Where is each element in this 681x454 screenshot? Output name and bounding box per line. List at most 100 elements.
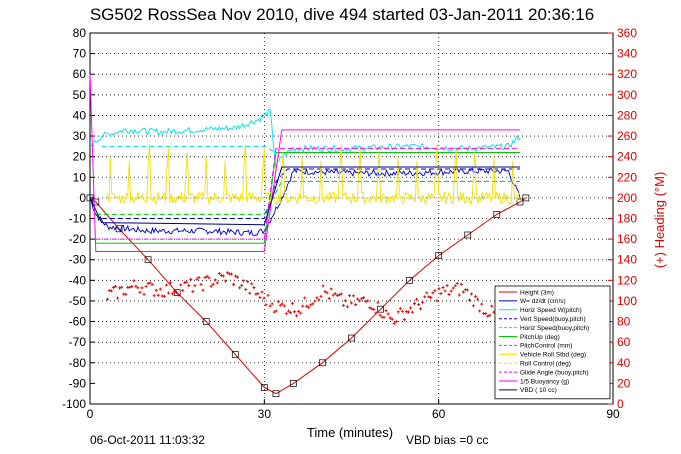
heading-point	[223, 279, 227, 283]
heading-point	[398, 307, 402, 311]
heading-point	[138, 290, 142, 294]
heading-point	[317, 298, 321, 302]
heading-point	[465, 288, 469, 292]
heading-point	[406, 310, 410, 314]
right-tick-label: 140	[617, 253, 637, 267]
heading-point	[350, 301, 353, 305]
right-tick-label: 220	[617, 170, 637, 184]
heading-point	[179, 283, 183, 287]
heading-point	[362, 296, 366, 300]
heading-point	[335, 294, 339, 298]
heading-point	[288, 311, 292, 315]
legend-box	[494, 285, 611, 400]
heading-point	[345, 305, 349, 309]
heading-point	[201, 288, 205, 292]
heading-point	[311, 302, 315, 306]
y-tick-label: 40	[73, 108, 87, 122]
heading-point	[384, 309, 388, 313]
heading-point	[476, 297, 480, 301]
heading-point	[374, 311, 378, 315]
y-tick-label: 50	[73, 88, 87, 102]
heading-point	[120, 285, 124, 289]
height-marker	[144, 256, 152, 264]
legend: Height (3m) W= dz/dt (cm/s) Horiz Speed W(…	[494, 285, 611, 400]
right-tick-label: 60	[617, 335, 631, 349]
y-tick-label: -20	[69, 232, 87, 246]
heading-point	[356, 297, 360, 301]
heading-point	[134, 284, 138, 288]
series-line	[101, 168, 520, 219]
heading-point	[112, 286, 116, 290]
heading-point	[276, 300, 280, 304]
heading-point	[437, 287, 441, 291]
heading-point	[238, 286, 242, 290]
heading-point	[140, 286, 144, 290]
height-marker	[319, 359, 326, 367]
heading-point	[307, 305, 311, 309]
height-marker	[202, 318, 210, 325]
heading-point	[301, 304, 305, 308]
heading-point	[148, 281, 152, 285]
heading-point	[325, 291, 329, 295]
heading-point	[490, 304, 494, 308]
heading-point	[370, 307, 374, 311]
heading-point	[299, 311, 303, 315]
series-line	[106, 144, 521, 206]
heading-point	[189, 277, 193, 281]
heading-point	[197, 275, 201, 279]
heading-point	[177, 293, 181, 297]
heading-point	[343, 299, 347, 303]
heading-point	[457, 293, 461, 297]
heading-point	[164, 283, 168, 287]
legend-entry: Vert Speed(buoy,pitch)	[520, 316, 586, 323]
heading-point	[443, 289, 447, 293]
height-marker	[231, 351, 239, 358]
series-line	[89, 74, 520, 252]
heading-point	[244, 288, 248, 292]
heading-point	[173, 289, 177, 293]
heading-point	[168, 281, 172, 285]
heading-point	[372, 307, 376, 311]
heading-point	[284, 312, 288, 316]
series-0	[86, 194, 530, 398]
heading-point	[232, 282, 236, 286]
heading-point	[472, 304, 476, 308]
heading-point	[118, 286, 122, 290]
height-marker	[493, 211, 501, 218]
heading-point	[150, 283, 154, 287]
heading-point	[347, 294, 351, 298]
heading-point	[453, 284, 457, 288]
heading-point	[341, 303, 345, 307]
heading-point	[154, 288, 158, 292]
heading-point	[309, 303, 313, 307]
heading-point	[480, 302, 484, 306]
heading-point	[260, 290, 264, 294]
right-y-axis: 3603403203002802602402202001801601401201…	[608, 26, 637, 411]
right-tick-label: 120	[617, 273, 637, 287]
right-tick-label: 200	[617, 191, 637, 205]
series-line	[89, 197, 527, 395]
right-tick-label: 300	[617, 88, 637, 102]
heading-point	[221, 274, 225, 278]
heading-point	[439, 292, 443, 296]
series-2	[89, 109, 521, 168]
footer-timestamp: 06-Oct-2011 11:03:32	[90, 433, 205, 447]
heading-point	[252, 286, 256, 290]
heading-point	[282, 304, 286, 308]
heading-point	[250, 282, 254, 286]
legend-entry: VBD ( 10 cc)	[520, 387, 557, 394]
heading-point	[274, 309, 278, 313]
heading-point	[114, 284, 118, 288]
series-1	[89, 167, 521, 236]
heading-point	[451, 286, 455, 290]
heading-point	[331, 293, 335, 297]
heading-point	[278, 303, 282, 307]
heading-point	[191, 289, 195, 293]
y-tick-label: 20	[73, 150, 87, 164]
heading-point	[329, 287, 333, 291]
heading-point	[136, 286, 140, 290]
heading-point	[246, 280, 250, 284]
heading-point	[293, 310, 297, 314]
legend-entry: PitchControl (mm)	[520, 343, 572, 350]
